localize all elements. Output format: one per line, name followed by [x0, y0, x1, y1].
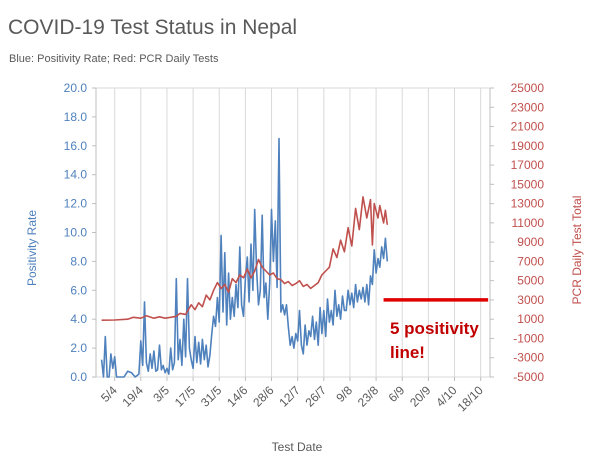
chart-title: COVID-19 Test Status in Nepal — [8, 16, 298, 39]
x-tick-label: 5/4 — [98, 383, 120, 405]
y-left-tick-label: 6.0 — [70, 283, 87, 297]
y-left-tick-label: 20.0 — [64, 81, 88, 95]
left-axis-ticks: 0.0 2.0 4.0 6.0 8.0 10.0 12.0 14.0 16.0 18.0 20.0 — [64, 81, 96, 384]
x-tick-label: 26/7 — [303, 383, 330, 410]
y-right-tick-label: 1000 — [517, 312, 544, 326]
annotation-text-line1: 5 positivity — [390, 319, 479, 338]
y-axis-left-title: Positivity Rate — [25, 210, 39, 286]
x-tick-label: 19/4 — [120, 383, 147, 410]
y-left-tick-label: 2.0 — [70, 341, 87, 355]
y-left-tick-label: 10.0 — [64, 226, 88, 240]
y-left-tick-label: 12.0 — [64, 197, 88, 211]
x-tick-label: 12/7 — [276, 383, 303, 410]
y-right-tick-label: 23000 — [511, 100, 545, 114]
y-left-tick-label: 14.0 — [64, 168, 88, 182]
series-layer — [100, 137, 389, 378]
y-left-tick-label: 4.0 — [70, 312, 87, 326]
y-left-tick-label: 8.0 — [70, 254, 87, 268]
y-right-tick-label: 9000 — [517, 235, 544, 249]
y-axis-right-title: PCR Daily Test Total — [570, 196, 584, 305]
y-right-tick-label: -1000 — [513, 331, 544, 345]
x-tick-label: 20/9 — [407, 383, 434, 410]
y-right-tick-label: 7000 — [517, 254, 544, 268]
x-tick-label: 9/8 — [333, 383, 355, 405]
x-axis-ticks: 5/4 19/4 3/5 17/5 31/5 14/6 28/6 12/7 26/7 9/8 23/… — [98, 377, 486, 414]
x-tick-label: 18/10 — [455, 383, 486, 414]
x-tick-label: 6/9 — [386, 383, 408, 405]
y-right-tick-label: 15000 — [511, 177, 545, 191]
x-tick-label: 3/5 — [150, 383, 172, 405]
x-tick-label: 31/5 — [198, 383, 225, 410]
x-axis-title: Test Date — [272, 440, 323, 454]
x-tick-label: 14/6 — [224, 383, 251, 410]
y-right-tick-label: -3000 — [513, 351, 544, 365]
x-tick-label: 28/6 — [250, 383, 277, 410]
right-axis-ticks: -5000 -3000 -1000 1000 3000 5000 7000 9000 11000… — [490, 81, 544, 384]
y-right-tick-label: 25000 — [511, 81, 545, 95]
y-right-tick-label: 3000 — [517, 293, 544, 307]
y-right-tick-label: 11000 — [512, 216, 545, 230]
x-tick-label: 17/5 — [172, 383, 199, 410]
y-right-tick-label: 19000 — [511, 139, 545, 153]
chart-subtitle: Blue: Positivity Rate; Red: PCR Daily Te… — [9, 53, 219, 65]
pcr-daily-tests-line — [101, 196, 389, 321]
annotation-text-line2: line! — [390, 343, 425, 362]
y-right-tick-label: -5000 — [513, 370, 544, 384]
y-right-tick-label: 5000 — [517, 274, 544, 288]
y-left-tick-label: 16.0 — [64, 139, 88, 153]
positivity-rate-line — [100, 137, 389, 378]
y-left-tick-label: 18.0 — [64, 110, 88, 124]
y-right-tick-label: 21000 — [511, 120, 545, 134]
x-tick-label: 23/8 — [355, 383, 382, 410]
y-left-tick-label: 0.0 — [70, 370, 87, 384]
y-right-tick-label: 17000 — [511, 158, 545, 172]
y-right-tick-label: 13000 — [511, 197, 545, 211]
